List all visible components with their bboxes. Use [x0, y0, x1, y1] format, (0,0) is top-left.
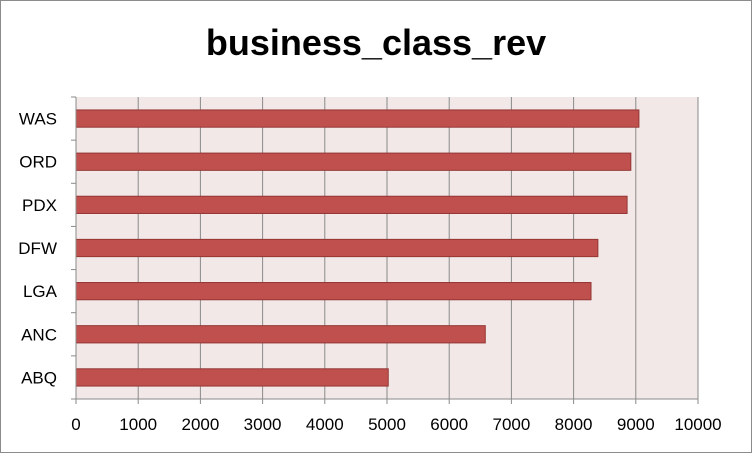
bar-pdx [75, 195, 628, 214]
bar-dfw [75, 238, 599, 258]
bar-abq [75, 368, 389, 387]
x-tick-label: 10000 [674, 415, 721, 434]
x-tick-label: 6000 [430, 415, 468, 434]
y-tick-label: DFW [18, 239, 57, 258]
x-tick-label: 4000 [306, 415, 344, 434]
x-axis-ticks: 0 1000 2000 3000 4000 5000 6000 7000 8000 9000 100… [71, 399, 722, 434]
x-tick-label: 2000 [181, 415, 219, 434]
bar-anc [75, 325, 486, 344]
x-tick-label: 1000 [119, 415, 157, 434]
y-tick-label: ANC [21, 325, 57, 344]
bar-lga [75, 282, 592, 301]
y-tick-label: LGA [23, 282, 58, 301]
y-tick-label: ORD [19, 153, 57, 172]
y-tick-label: PDX [22, 196, 57, 215]
bar-ord [75, 152, 632, 171]
x-tick-label: 8000 [555, 415, 593, 434]
y-axis-ticks: WAS ORD PDX DFW LGA ANC ABQ [18, 96, 76, 400]
chart-title: business_class_rev [205, 22, 547, 63]
bars [75, 109, 640, 387]
x-tick-label: 7000 [492, 415, 530, 434]
bar-was [75, 109, 640, 128]
x-tick-label: 0 [71, 415, 80, 434]
x-tick-label: 9000 [617, 415, 655, 434]
x-tick-label: 3000 [244, 415, 282, 434]
y-tick-label: ABQ [21, 368, 57, 387]
y-tick-label: WAS [19, 110, 57, 129]
x-tick-label: 5000 [368, 415, 406, 434]
